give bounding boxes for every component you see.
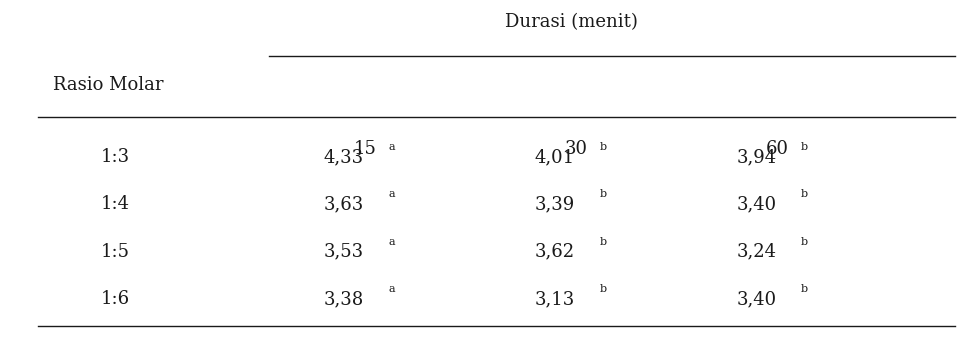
Text: b: b bbox=[801, 237, 808, 247]
Text: 3,53: 3,53 bbox=[324, 243, 364, 261]
Text: Durasi (menit): Durasi (menit) bbox=[505, 13, 637, 31]
Text: b: b bbox=[599, 284, 607, 294]
Text: 3,40: 3,40 bbox=[736, 195, 777, 214]
Text: 3,62: 3,62 bbox=[535, 243, 575, 261]
Text: 3,24: 3,24 bbox=[736, 243, 777, 261]
Text: 4,01: 4,01 bbox=[535, 148, 575, 166]
Text: b: b bbox=[801, 189, 808, 199]
Text: b: b bbox=[801, 142, 808, 152]
Text: a: a bbox=[389, 142, 395, 152]
Text: a: a bbox=[389, 189, 395, 199]
Text: 3,94: 3,94 bbox=[736, 148, 777, 166]
Text: 4,33: 4,33 bbox=[324, 148, 364, 166]
Text: 3,63: 3,63 bbox=[324, 195, 364, 214]
Text: b: b bbox=[599, 189, 607, 199]
Text: b: b bbox=[599, 237, 607, 247]
Text: b: b bbox=[801, 284, 808, 294]
Text: 1:5: 1:5 bbox=[101, 243, 130, 261]
Text: Rasio Molar: Rasio Molar bbox=[53, 76, 163, 94]
Text: a: a bbox=[389, 237, 395, 247]
Text: 1:3: 1:3 bbox=[101, 148, 130, 166]
Text: a: a bbox=[389, 284, 395, 294]
Text: 3,40: 3,40 bbox=[736, 290, 777, 308]
Text: 3,13: 3,13 bbox=[535, 290, 575, 308]
Text: 3,38: 3,38 bbox=[324, 290, 364, 308]
Text: 1:6: 1:6 bbox=[101, 290, 130, 308]
Text: 60: 60 bbox=[766, 140, 789, 159]
Text: 1:4: 1:4 bbox=[101, 195, 130, 214]
Text: b: b bbox=[599, 142, 607, 152]
Text: 3,39: 3,39 bbox=[535, 195, 575, 214]
Text: 15: 15 bbox=[353, 140, 376, 159]
Text: 30: 30 bbox=[564, 140, 588, 159]
